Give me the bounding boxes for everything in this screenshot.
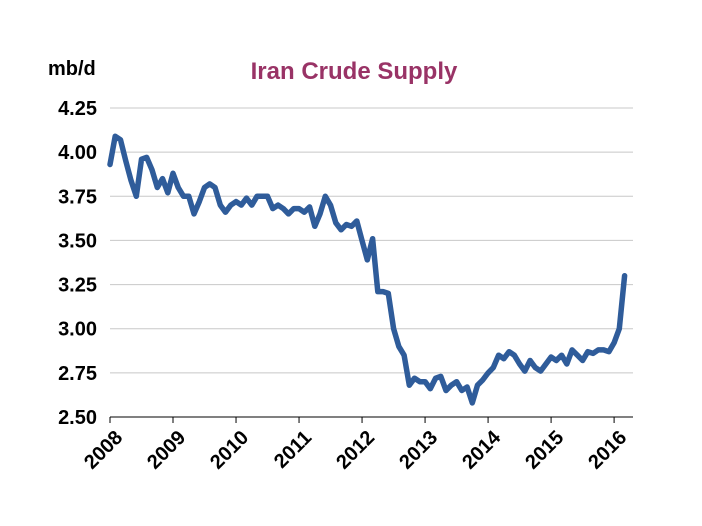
y-tick-label: 3.75 [58,186,97,208]
x-tick-label: 2012 [332,427,379,474]
y-axis-unit-label: mb/d [48,58,96,80]
gridlines [110,107,633,374]
x-tick-label: 2009 [143,427,190,474]
x-axis-ticks: 2008 2009 2010 2011 2012 2013 2014 2015 2016 [80,417,631,474]
x-tick-label: 2016 [584,427,631,474]
x-tick-label: 2013 [395,427,442,474]
y-tick-label: 2.75 [58,363,97,385]
y-axis-ticks: 2.50 2.75 3.00 3.25 3.50 3.75 4.00 4.25 [58,98,97,429]
y-tick-label: 3.25 [58,275,97,297]
chart-title: Iran Crude Supply [251,58,458,85]
y-tick-label: 4.25 [58,98,97,120]
y-tick-label: 3.50 [58,230,97,252]
y-tick-label: 3.00 [58,319,97,341]
x-tick-label: 2010 [206,427,253,474]
y-tick-label: 4.00 [58,142,97,164]
series-line-iran-crude-supply [107,133,628,406]
x-tick-label: 2011 [270,427,316,473]
x-tick-label: 2015 [521,427,568,474]
x-tick-label: 2014 [458,426,506,474]
y-tick-label: 2.50 [58,407,97,429]
x-tick-label: 2008 [80,427,127,474]
